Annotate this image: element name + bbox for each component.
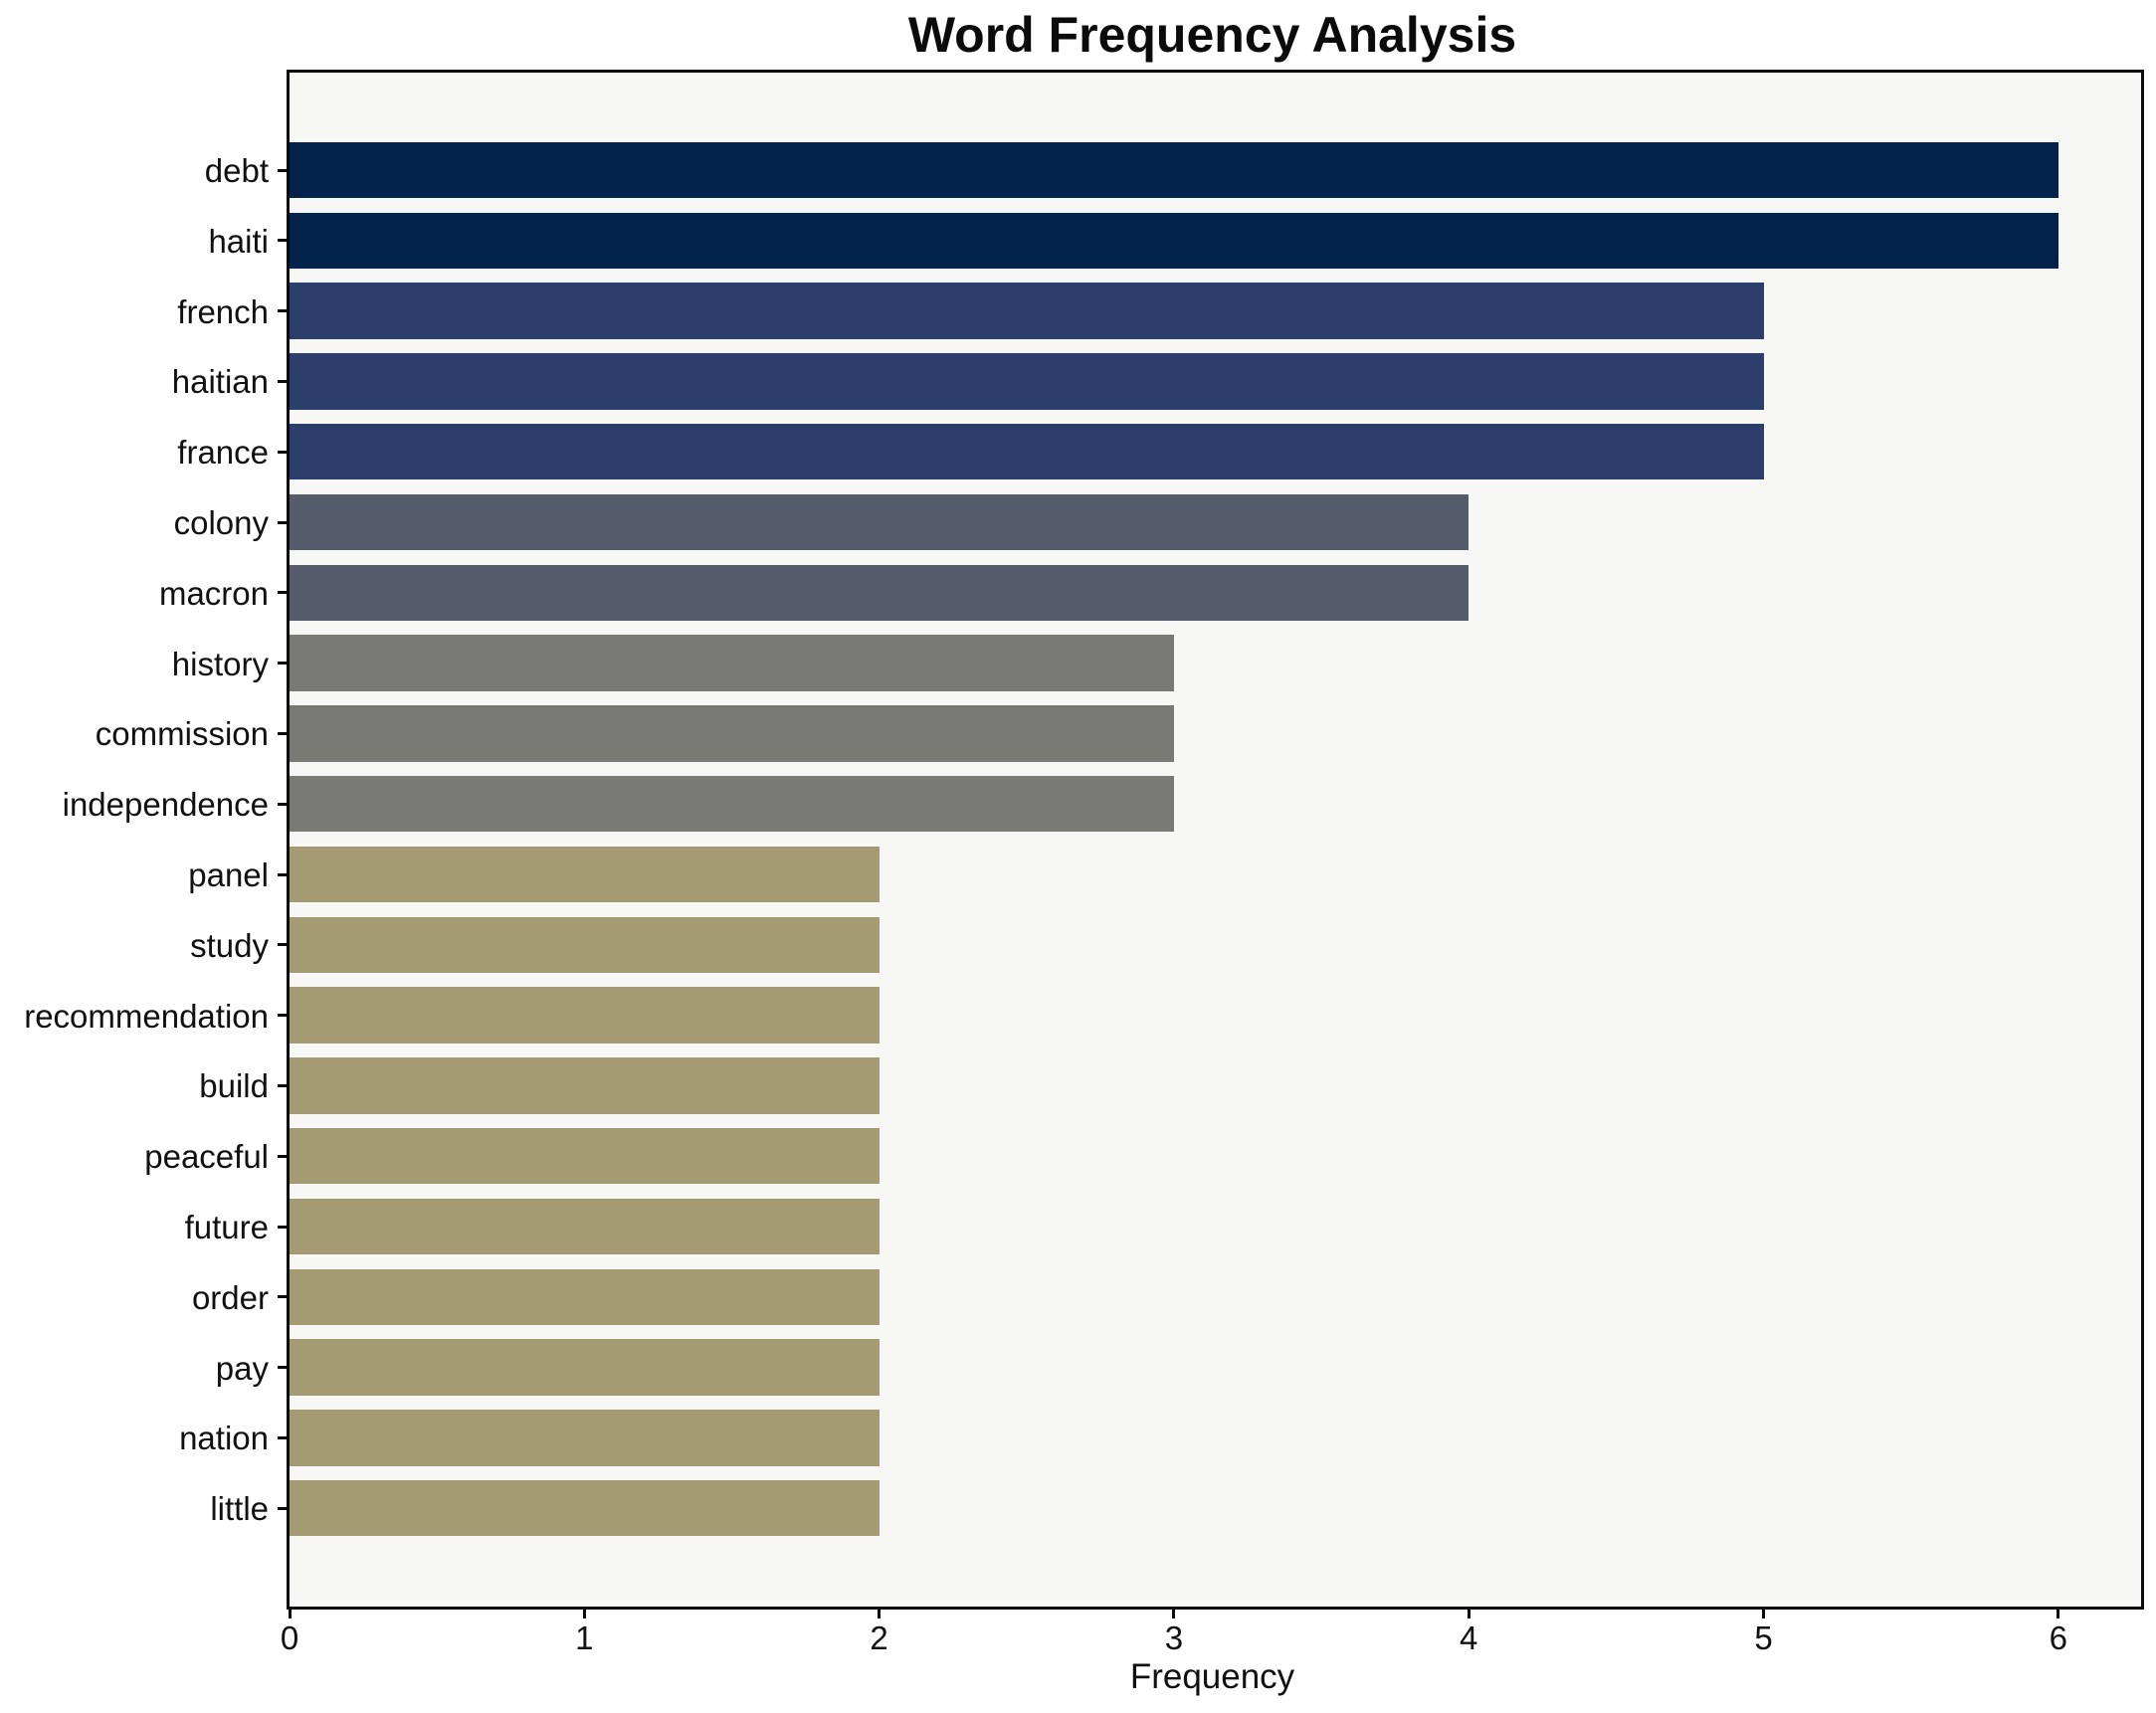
y-tick-mark [278, 239, 289, 243]
x-tick-label: 2 [870, 1619, 888, 1656]
y-tick-label: future [184, 1209, 269, 1245]
y-tick-mark [278, 309, 289, 313]
bar-france[interactable] [290, 423, 1764, 480]
bar-history[interactable] [290, 635, 1174, 691]
y-tick-label: pay [215, 1349, 269, 1387]
y-tick-mark [278, 1506, 289, 1510]
y-tick-label: build [199, 1067, 269, 1105]
x-tick-label: 3 [1164, 1619, 1184, 1656]
y-tick-label: haiti [208, 222, 269, 260]
y-tick-mark [278, 1154, 289, 1158]
y-tick-mark [278, 662, 289, 666]
y-tick-mark [278, 520, 289, 524]
y-tick-label: order [191, 1278, 269, 1316]
bar-peaceful[interactable] [290, 1127, 880, 1185]
x-tick-mark [582, 1607, 586, 1618]
y-tick-label: recommendation [24, 997, 269, 1035]
bar-macron[interactable] [290, 564, 1470, 622]
y-tick-label: history [171, 645, 269, 682]
x-tick-mark [878, 1607, 882, 1618]
y-tick-label: independence [62, 786, 269, 824]
bar-pay[interactable] [290, 1339, 880, 1396]
bar-nation[interactable] [290, 1410, 880, 1466]
y-tick-label: colony [173, 504, 269, 541]
bar-future[interactable] [290, 1198, 880, 1255]
x-tick-mark [1467, 1607, 1470, 1618]
x-tick-mark [288, 1607, 292, 1618]
bar-debt[interactable] [290, 141, 2058, 199]
bar-independence[interactable] [290, 775, 1174, 833]
y-tick-mark [278, 943, 289, 947]
y-tick-label: peaceful [144, 1138, 269, 1176]
y-tick-label: study [190, 926, 269, 964]
y-tick-label: commission [95, 715, 269, 753]
x-tick-mark [1762, 1607, 1765, 1618]
x-tick-mark [2057, 1607, 2060, 1618]
y-tick-mark [278, 802, 289, 806]
y-tick-label: little [210, 1490, 269, 1528]
x-tick-label: 1 [575, 1619, 594, 1656]
bar-build[interactable] [290, 1057, 880, 1114]
y-tick-mark [278, 1435, 289, 1439]
bar-panel[interactable] [290, 846, 880, 903]
x-tick-label: 5 [1754, 1619, 1773, 1656]
y-tick-mark [278, 168, 289, 172]
x-tick-label: 0 [280, 1619, 299, 1656]
bar-order[interactable] [290, 1268, 880, 1326]
y-tick-mark [278, 450, 289, 454]
y-tick-label: debt [204, 152, 269, 189]
y-tick-label: haitian [171, 363, 269, 401]
y-tick-mark [278, 1295, 289, 1299]
y-tick-mark [278, 1014, 289, 1018]
y-tick-mark [278, 379, 289, 383]
bar-little[interactable] [290, 1479, 880, 1537]
y-tick-label: france [177, 434, 269, 472]
y-tick-label: panel [188, 856, 269, 893]
y-tick-mark [278, 1083, 289, 1087]
plot-area [287, 70, 2144, 1610]
bar-haiti[interactable] [290, 212, 2058, 270]
bar-recommendation[interactable] [290, 987, 880, 1044]
x-tick-mark [1172, 1607, 1176, 1618]
y-tick-label: french [177, 292, 269, 330]
x-axis-title: Frequency [1129, 1657, 1295, 1696]
bar-haitian[interactable] [290, 353, 1764, 410]
y-tick-label: macron [158, 574, 269, 612]
x-tick-label: 4 [1460, 1619, 1478, 1656]
y-tick-mark [278, 731, 289, 735]
y-tick-label: nation [179, 1420, 269, 1457]
y-tick-mark [278, 1366, 289, 1370]
chart-title: Word Frequency Analysis [907, 7, 1517, 63]
bar-commission[interactable] [290, 705, 1174, 762]
bar-colony[interactable] [290, 493, 1470, 551]
bar-french[interactable] [290, 283, 1764, 339]
y-tick-mark [278, 872, 289, 876]
y-tick-mark [278, 591, 289, 595]
y-tick-mark [278, 1225, 289, 1229]
bar-study[interactable] [290, 916, 880, 974]
x-tick-label: 6 [2049, 1619, 2067, 1656]
